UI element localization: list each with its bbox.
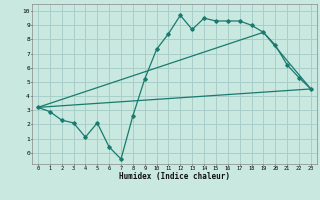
X-axis label: Humidex (Indice chaleur): Humidex (Indice chaleur) [119, 172, 230, 181]
